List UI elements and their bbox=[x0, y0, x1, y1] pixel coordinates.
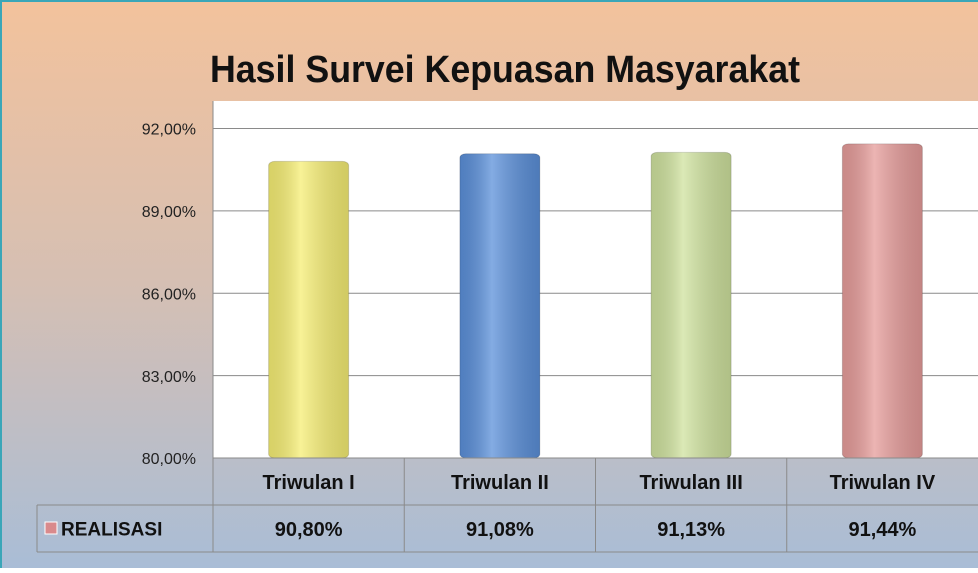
data-label: 91,44% bbox=[848, 519, 916, 541]
chart-title: Hasil Survei Kepuasan Masyarakat bbox=[210, 49, 800, 91]
bar-shine bbox=[842, 143, 923, 458]
x-tick-label: Triwulan III bbox=[639, 472, 742, 494]
y-tick-label: 86,00% bbox=[142, 286, 196, 303]
y-tick-label: 80,00% bbox=[142, 451, 196, 468]
legend-label: REALISASI bbox=[61, 520, 162, 541]
data-label: 90,80% bbox=[275, 519, 343, 541]
y-tick-label: 92,00% bbox=[142, 122, 196, 139]
bar-shine bbox=[268, 161, 349, 458]
x-tick-label: Triwulan IV bbox=[830, 472, 936, 494]
x-tick-label: Triwulan I bbox=[263, 472, 355, 494]
x-tick-label: Triwulan II bbox=[451, 472, 549, 494]
y-tick-label: 89,00% bbox=[142, 204, 196, 221]
bar-shine bbox=[459, 153, 540, 459]
data-label: 91,08% bbox=[466, 519, 534, 541]
y-tick-label: 83,00% bbox=[142, 369, 196, 386]
data-label: 91,13% bbox=[657, 519, 725, 541]
bar-shine bbox=[651, 152, 732, 458]
legend-key bbox=[44, 521, 58, 535]
